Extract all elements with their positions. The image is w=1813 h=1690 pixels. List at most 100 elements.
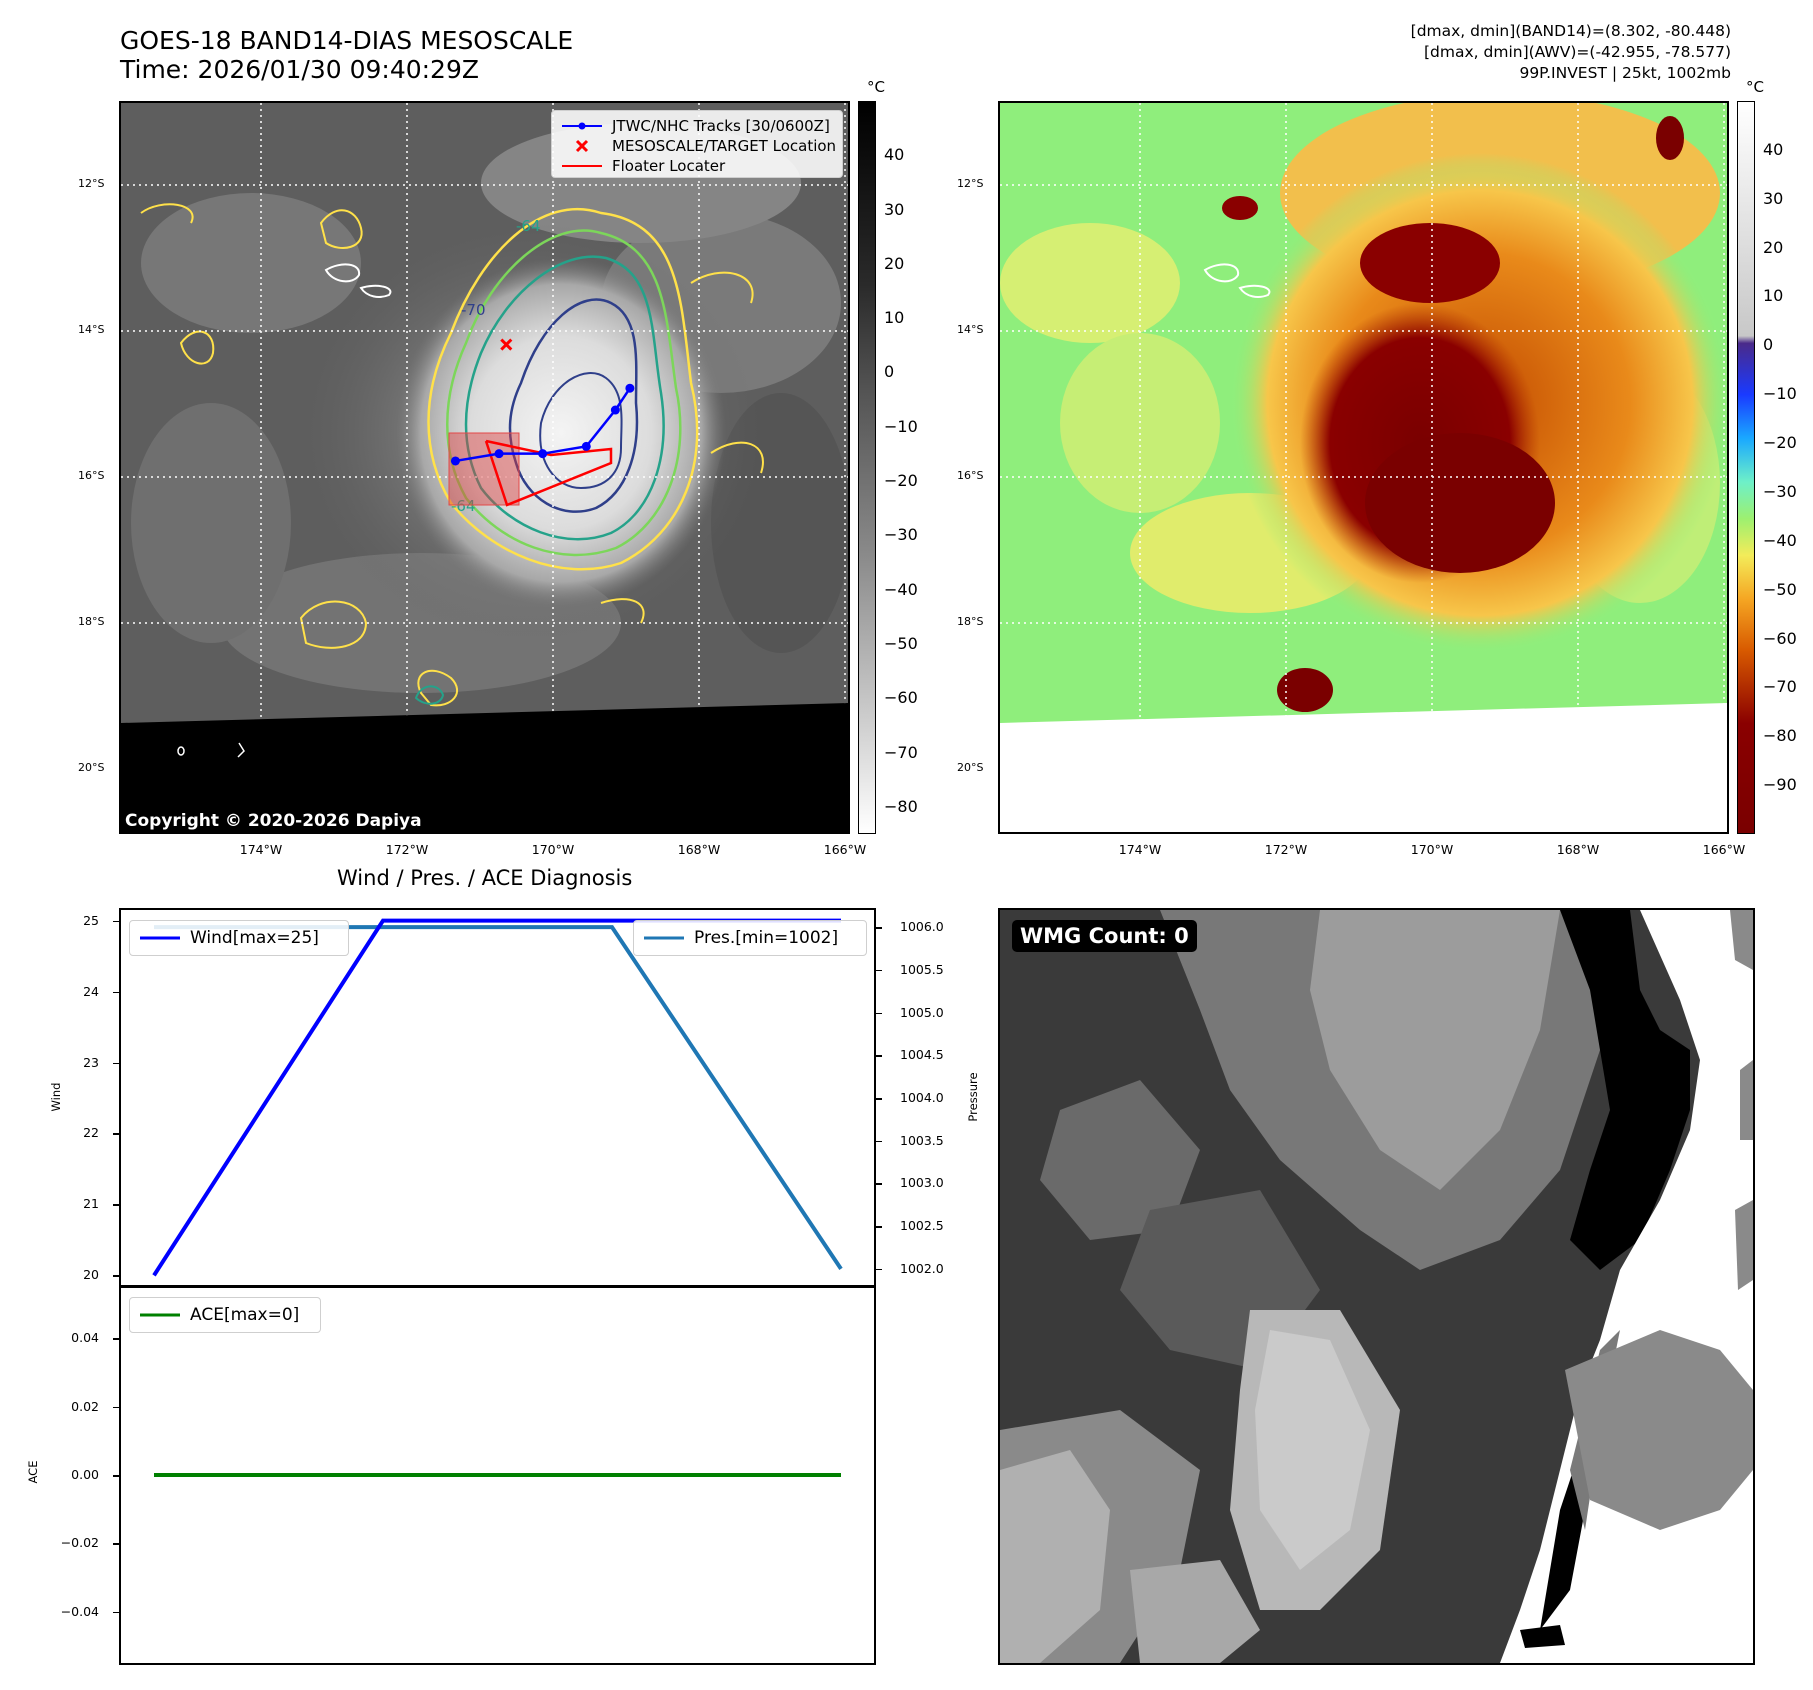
colorbar-color-tick: −30 <box>1763 481 1797 501</box>
pressure-tick-mark <box>876 1226 882 1228</box>
colorbar-color-tick: 0 <box>1763 335 1774 355</box>
jtwc-track <box>450 383 635 466</box>
lon-label: 168°W <box>1556 842 1600 857</box>
awv-gridlines <box>1000 103 1727 832</box>
track-point <box>538 449 548 459</box>
colorbar-gray-unit: °C <box>867 78 885 96</box>
colorbar-gray-tick: −80 <box>884 796 918 816</box>
wind-tick-label: 25 <box>83 912 99 928</box>
target-marker <box>500 338 513 351</box>
lat-label: 18°S <box>78 615 105 628</box>
colorbar-color-tick: −90 <box>1763 775 1797 795</box>
ace-tick-label: −0.04 <box>60 1603 99 1619</box>
pressure-tick-label: 1005.5 <box>900 961 944 977</box>
wind-tick-mark <box>113 1275 119 1277</box>
ace-legend-label: ACE[max=0] <box>190 1304 300 1325</box>
legend-line-icon <box>560 156 604 176</box>
colorbar-gray <box>858 101 876 834</box>
target-x <box>500 338 513 351</box>
pressure-series-line <box>154 925 843 1271</box>
ace-legend: ACE[max=0] <box>129 1297 321 1333</box>
ir-map-legend: JTWC/NHC Tracks [30/0600Z] MESOSCALE/TAR… <box>551 110 843 178</box>
pressure-axis-label: Pressure <box>966 1072 980 1122</box>
legend-ace-line-icon <box>138 1305 182 1325</box>
colorbar-gray-tick: 0 <box>884 362 895 382</box>
wind-tick-mark <box>113 991 119 994</box>
lon-label: 172°W <box>1264 842 1308 857</box>
colorbar-color-tick: 30 <box>1763 188 1784 208</box>
colorbar-gray-tick: 20 <box>884 253 905 273</box>
pressure-tick-label: 1002.5 <box>900 1218 944 1234</box>
wind-tick-mark <box>113 1133 119 1135</box>
wmg-count-badge: WMG Count: 0 <box>1012 920 1197 952</box>
figure-title: GOES-18 BAND14-DIAS MESOSCALE <box>120 26 574 55</box>
pressure-legend: Pres.[min=1002] <box>633 920 867 956</box>
wind-tick-label: 21 <box>83 1196 99 1212</box>
wind-pressure-plot[interactable]: Wind[max=25] Pres.[min=1002] <box>119 908 876 1288</box>
info-storm: 99P.INVEST | 25kt, 1002mb <box>1519 64 1731 82</box>
colorbar-gray-tick: 40 <box>884 145 905 165</box>
wind-axis-label: Wind <box>49 1082 63 1112</box>
lat-label: 16°S <box>78 469 105 482</box>
legend-floater-label: Floater Locater <box>612 156 726 175</box>
wind-tick-label: 22 <box>83 1125 99 1141</box>
lat-label: 12°S <box>78 177 105 190</box>
floater-box <box>448 432 520 506</box>
ace-plot[interactable]: ACE[max=0] <box>119 1285 876 1665</box>
track-point <box>625 383 635 393</box>
colorbar-color-tick: 40 <box>1763 139 1784 159</box>
pressure-tick-mark <box>876 1055 882 1057</box>
track-point <box>494 449 504 459</box>
legend-item-ace: ACE[max=0] <box>138 1303 312 1326</box>
colorbar-gray-tick: 30 <box>884 199 905 219</box>
lat-label: 20°S <box>78 761 105 774</box>
copyright-text: Copyright © 2020-2026 Dapiya <box>125 811 422 831</box>
colorbar-color-tick: 20 <box>1763 237 1784 257</box>
ace-tick-mark <box>113 1338 119 1340</box>
contour-label: -70 <box>461 301 486 319</box>
lon-label: 166°W <box>1702 842 1746 857</box>
lat-label: 18°S <box>957 615 984 628</box>
track-point <box>581 441 591 451</box>
ir-map-panel[interactable]: -64 -70 -64 JTWC/NHC Tracks [30/0600Z <box>119 101 850 834</box>
wind-series-line <box>152 918 841 1277</box>
wind-pressure-svg <box>152 918 843 1277</box>
legend-track-icon <box>560 116 604 136</box>
awv-map-image <box>1000 103 1727 832</box>
pressure-tick-mark <box>876 1140 882 1143</box>
lat-label: 14°S <box>957 323 984 336</box>
legend-tracks-label: JTWC/NHC Tracks [30/0600Z] <box>612 116 830 135</box>
wmg-image <box>1000 910 1753 1663</box>
legend-x-icon <box>560 136 604 156</box>
awv-map-panel[interactable] <box>998 101 1729 834</box>
legend-item-target: MESOSCALE/TARGET Location <box>560 134 837 157</box>
track-point <box>610 405 620 415</box>
legend-target-label: MESOSCALE/TARGET Location <box>612 136 837 155</box>
lon-label: 166°W <box>823 842 867 857</box>
colorbar-color-tick: −50 <box>1763 579 1797 599</box>
colorbar-gray-tick: −30 <box>884 525 918 545</box>
pressure-tick-mark <box>876 1012 882 1015</box>
lon-label: 174°W <box>239 842 283 857</box>
ace-tick-mark <box>113 1611 119 1614</box>
pressure-tick-mark <box>876 1268 882 1271</box>
lat-label: 14°S <box>78 323 105 336</box>
lat-label: 20°S <box>957 761 984 774</box>
colorbar-gray-tick: 10 <box>884 308 905 328</box>
ace-tick-label: 0.04 <box>71 1330 99 1346</box>
legend-pressure-line-icon <box>642 928 686 948</box>
colorbar-gray-tick: −20 <box>884 471 918 491</box>
ir-map-image: -64 -70 -64 <box>121 103 848 832</box>
contour-label: -64 <box>451 497 476 515</box>
info-band14-range: [dmax, dmin](BAND14)=(8.302, -80.448) <box>1410 22 1731 40</box>
wmg-panel[interactable]: WMG Count: 0 <box>998 908 1755 1665</box>
ace-tick-label: −0.02 <box>60 1535 99 1551</box>
pressure-tick-label: 1006.0 <box>900 919 944 935</box>
colorbar-gray-tick: −50 <box>884 633 918 653</box>
figure-time: Time: 2026/01/30 09:40:29Z <box>120 55 479 84</box>
wind-tick-mark <box>113 920 119 923</box>
wind-tick-mark <box>113 1062 119 1065</box>
diag-title: Wind / Pres. / ACE Diagnosis <box>337 866 633 890</box>
pressure-tick-mark <box>876 969 882 972</box>
colorbar-color <box>1737 101 1755 834</box>
